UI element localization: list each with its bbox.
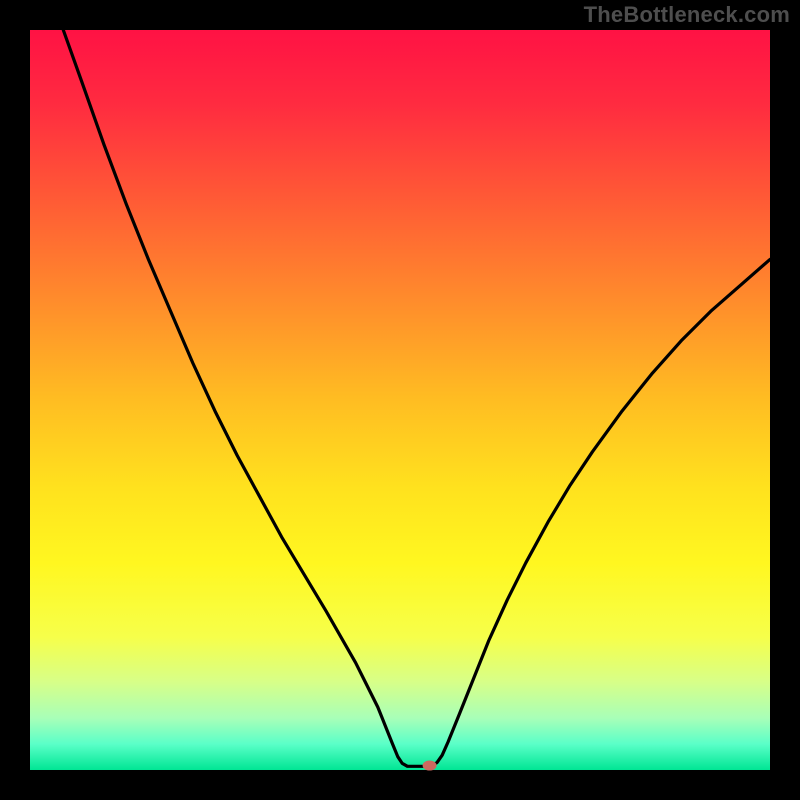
chart-container: TheBottleneck.com bbox=[0, 0, 800, 800]
watermark-text: TheBottleneck.com bbox=[584, 2, 790, 28]
bottleneck-chart bbox=[0, 0, 800, 800]
plot-background bbox=[30, 30, 770, 770]
current-config-marker bbox=[423, 761, 437, 771]
